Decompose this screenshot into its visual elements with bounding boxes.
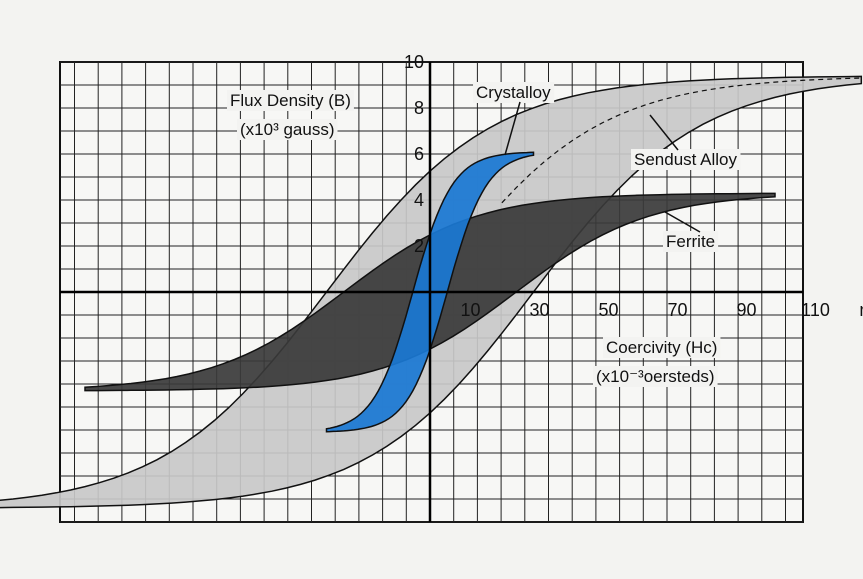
x-tick-label: 50 xyxy=(598,300,618,320)
series-label-crystalloy: Crystalloy xyxy=(476,83,551,102)
x-tick-label: 70 xyxy=(667,300,687,320)
x-axis-label-line1: Coercivity (Hc) xyxy=(606,338,717,357)
series-label-sendust: Sendust Alloy xyxy=(634,150,738,169)
leader-crystalloy xyxy=(504,101,521,156)
label-background xyxy=(227,90,354,111)
sendust-dashed-curve xyxy=(501,77,862,204)
y-axis-label-line2: (x10³ gauss) xyxy=(240,120,334,139)
annotations: Flux Density (B) (x10³ gauss) Coercivity… xyxy=(227,82,741,387)
y-tick-label: 8 xyxy=(414,98,424,118)
label-background xyxy=(603,337,721,358)
label-background xyxy=(237,119,338,140)
axes xyxy=(60,62,803,522)
label-background xyxy=(631,149,741,170)
leader-ferrite xyxy=(664,211,701,233)
label-background xyxy=(663,231,719,252)
y-tick-label: 10 xyxy=(404,52,424,72)
label-background xyxy=(593,366,718,387)
x-tick-label: 110 xyxy=(801,300,830,320)
x-axis-label-line2: (x10⁻³oersteds) xyxy=(596,367,715,386)
leader-sendust xyxy=(649,114,679,151)
tick-labels: 2 4 6 8 10 10 30 50 70 90 110 mOe xyxy=(404,52,863,320)
label-background xyxy=(473,82,555,103)
y-axis-label-line1: Flux Density (B) xyxy=(230,91,351,110)
y-tick-label: 4 xyxy=(414,190,424,210)
x-tick-label: 30 xyxy=(529,300,549,320)
y-tick-label: 6 xyxy=(414,144,424,164)
x-tick-label: 90 xyxy=(736,300,756,320)
y-tick-label: 2 xyxy=(414,236,424,256)
x-tick-label: 10 xyxy=(460,300,480,320)
series-label-ferrite: Ferrite xyxy=(666,232,715,251)
x-tick-label: mOe xyxy=(859,300,863,320)
